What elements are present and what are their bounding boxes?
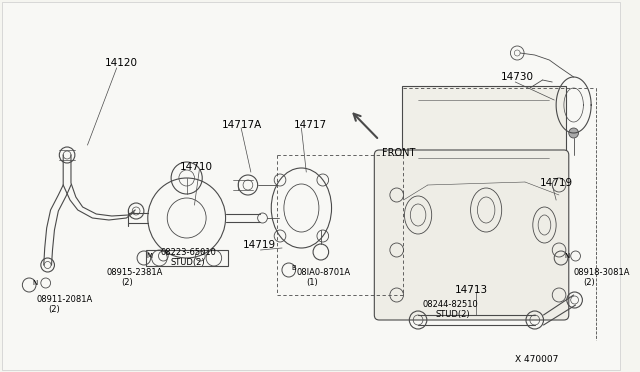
Text: 14120: 14120 (105, 58, 138, 68)
Circle shape (569, 128, 579, 138)
Text: M: M (147, 253, 153, 259)
Text: FRONT: FRONT (382, 148, 415, 158)
FancyBboxPatch shape (401, 86, 566, 172)
Text: (2): (2) (49, 305, 60, 314)
Text: B: B (292, 265, 296, 271)
Text: N: N (564, 253, 569, 259)
Text: 14717: 14717 (294, 120, 327, 130)
Text: 14710: 14710 (180, 162, 213, 172)
Text: (2): (2) (583, 278, 595, 287)
Text: 08911-2081A: 08911-2081A (37, 295, 93, 304)
Text: 14719: 14719 (243, 240, 276, 250)
Text: N: N (32, 280, 37, 286)
Text: 08244-82510: 08244-82510 (423, 300, 479, 309)
Text: 08IA0-8701A: 08IA0-8701A (296, 268, 351, 277)
Text: (1): (1) (307, 278, 318, 287)
Bar (146, 250, 227, 266)
Text: 08918-3081A: 08918-3081A (573, 268, 630, 277)
Text: STUD(2): STUD(2) (170, 258, 205, 267)
Text: 14717A: 14717A (221, 120, 262, 130)
Text: 14713: 14713 (455, 285, 488, 295)
Text: 08223-65010: 08223-65010 (161, 248, 216, 257)
FancyBboxPatch shape (374, 150, 569, 320)
Text: 14719: 14719 (540, 178, 573, 188)
Text: X 470007: X 470007 (515, 355, 559, 364)
Text: 14730: 14730 (500, 72, 534, 82)
Text: STUD(2): STUD(2) (436, 310, 470, 319)
Text: (2): (2) (122, 278, 133, 287)
Text: 08915-2381A: 08915-2381A (107, 268, 163, 277)
